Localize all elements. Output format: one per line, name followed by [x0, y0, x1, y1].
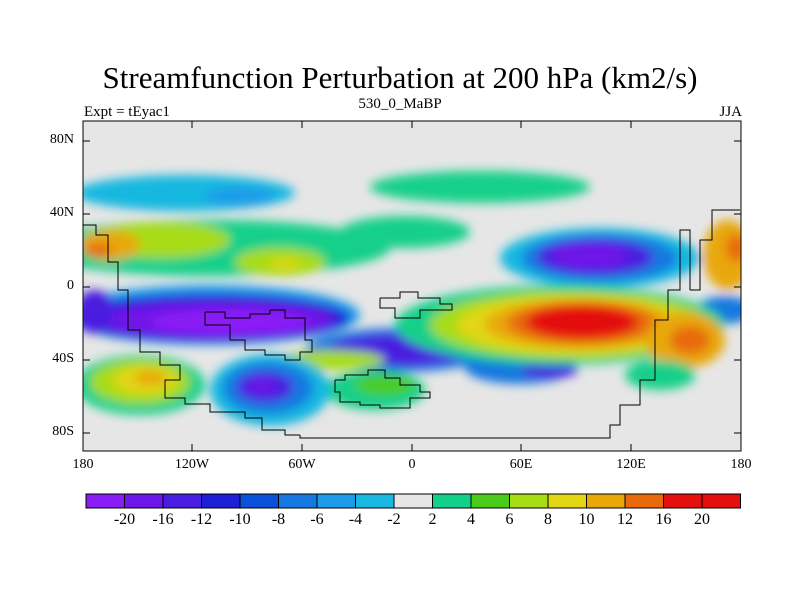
- colorbar-box-11: [470, 493, 510, 509]
- colorbar-box-8: [355, 493, 395, 509]
- colorbar-box-9: [393, 493, 433, 509]
- colorbar-box-7: [316, 493, 356, 509]
- colorbar-label: -12: [190, 511, 213, 528]
- colorbar-label: -2: [387, 511, 401, 528]
- lat-tick-40s: 40S: [52, 351, 74, 366]
- axis-ticks: [83, 121, 741, 451]
- colorbar-label: -10: [229, 511, 251, 528]
- colorbar-box-15: [624, 493, 664, 509]
- period-label: 530_0_MaBP: [358, 96, 442, 112]
- colorbar-label: -16: [152, 511, 174, 528]
- colorbar-box-10: [432, 493, 472, 509]
- colorbar-label: -4: [348, 511, 363, 528]
- colorbar-box-17: [701, 493, 741, 509]
- colorbar-box-5: [239, 493, 279, 509]
- lat-tick-80s: 80S: [52, 424, 74, 439]
- lat-tick-80n: 80N: [49, 132, 74, 147]
- lon-tick-180e: 180: [730, 457, 752, 472]
- lon-tick-0: 0: [408, 457, 416, 472]
- lon-tick-180w: 180: [72, 457, 94, 472]
- colorbar-box-2: [124, 493, 164, 509]
- experiment-label: Expt = tEyac1: [84, 104, 170, 120]
- colorbar: [85, 493, 741, 509]
- colorbar-label: -6: [310, 511, 324, 528]
- colorbar-label: 12: [617, 511, 633, 528]
- colorbar-box-3: [162, 493, 202, 509]
- map-title: Streamfunction Perturbation at 200 hPa (…: [102, 60, 698, 95]
- colorbar-label: 8: [544, 511, 552, 528]
- season-label: JJA: [719, 104, 742, 120]
- lon-tick-120w: 120W: [174, 457, 210, 472]
- colorbar-label: 4: [467, 511, 475, 528]
- colorbar-box-13: [547, 493, 587, 509]
- colorbar-box-14: [586, 493, 626, 509]
- lat-tick-0: 0: [67, 278, 74, 293]
- lon-tick-60w: 60W: [288, 457, 316, 472]
- colorbar-label: 6: [505, 511, 514, 528]
- colorbar-label: 10: [578, 511, 595, 528]
- colorbar-label: 2: [428, 511, 437, 528]
- lon-tick-120e: 120E: [616, 457, 646, 472]
- colorbar-box-16: [663, 493, 703, 509]
- colorbar-label: -8: [271, 511, 286, 528]
- lat-tick-40n: 40N: [49, 205, 74, 220]
- lon-tick-60e: 60E: [509, 457, 533, 472]
- contour-blob-north-green: [370, 171, 590, 203]
- colorbar-label: 16: [655, 511, 672, 528]
- colorbar-box-4: [201, 493, 241, 509]
- colorbar-label: -20: [113, 511, 136, 528]
- contour-field: [83, 121, 741, 451]
- colorbar-label: 20: [694, 511, 710, 528]
- coastlines: [83, 209, 740, 439]
- colorbar-box-6: [278, 493, 318, 509]
- colorbar-box-12: [509, 493, 549, 509]
- colorbar-box-1: [85, 493, 125, 509]
